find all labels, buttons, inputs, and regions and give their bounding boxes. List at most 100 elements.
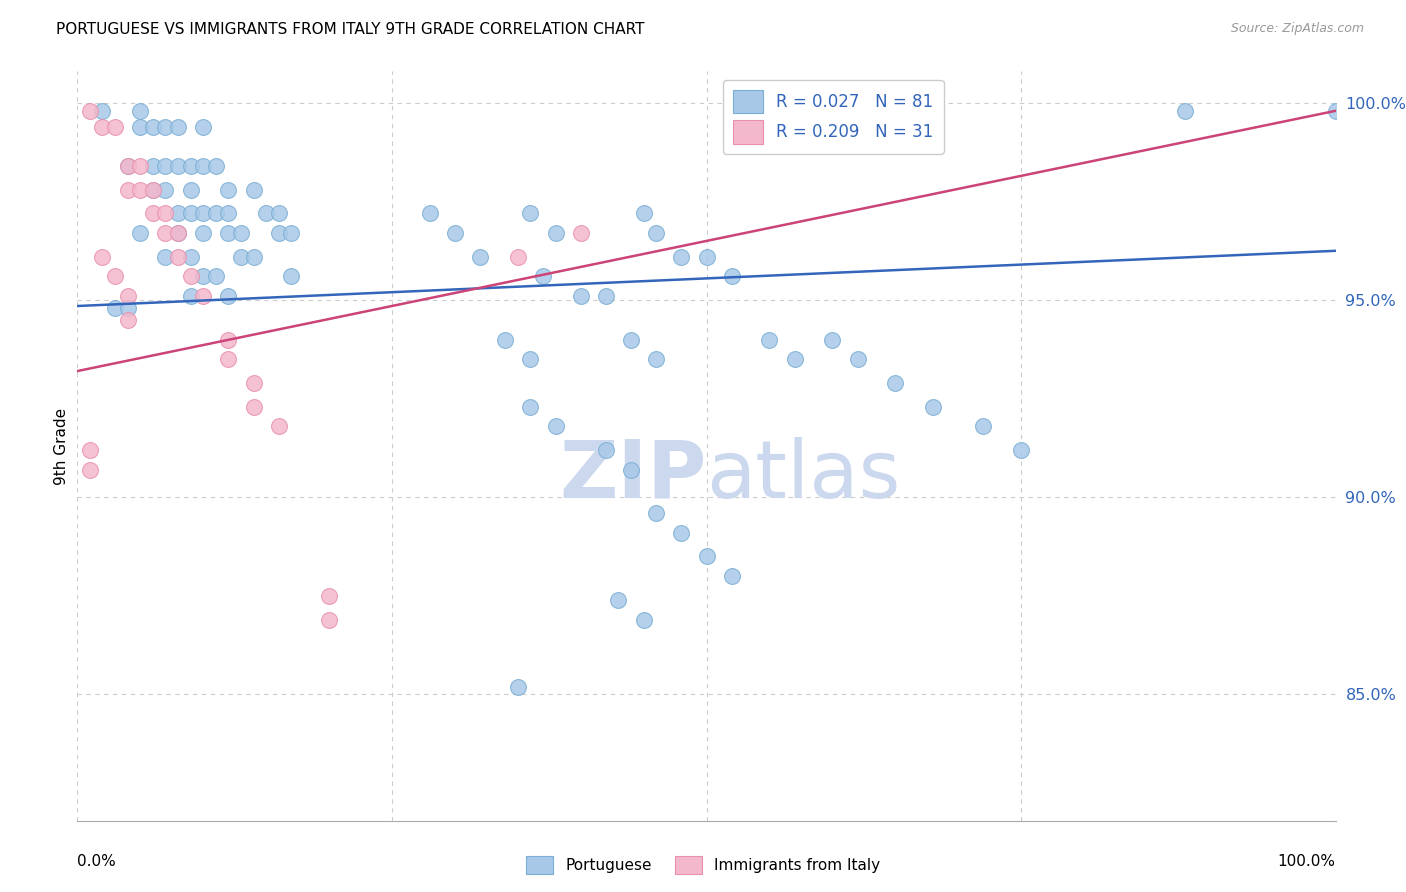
Point: [531, 269, 554, 284]
Point: [444, 226, 467, 240]
Point: [696, 549, 718, 564]
Point: [142, 183, 165, 197]
Text: ZIP: ZIP: [560, 437, 707, 515]
Y-axis label: 9th Grade: 9th Grade: [53, 408, 69, 484]
Point: [217, 352, 239, 367]
Point: [645, 506, 668, 520]
Point: [129, 159, 152, 173]
Point: [167, 120, 190, 134]
Point: [191, 226, 215, 240]
Point: [720, 569, 742, 583]
Point: [620, 463, 643, 477]
Point: [569, 226, 592, 240]
Point: [180, 159, 202, 173]
Point: [595, 289, 617, 303]
Point: [468, 250, 491, 264]
Point: [91, 120, 114, 134]
Point: [104, 301, 127, 315]
Point: [217, 333, 239, 347]
Point: [117, 289, 139, 303]
Point: [142, 183, 165, 197]
Point: [79, 442, 101, 457]
Point: [167, 226, 190, 240]
Point: [280, 226, 302, 240]
Point: [180, 250, 202, 264]
Point: [129, 103, 152, 118]
Point: [142, 120, 165, 134]
Point: [569, 289, 592, 303]
Point: [620, 333, 643, 347]
Point: [242, 183, 264, 197]
Point: [91, 250, 114, 264]
Point: [419, 206, 441, 220]
Legend: R = 0.027   N = 81, R = 0.209   N = 31: R = 0.027 N = 81, R = 0.209 N = 31: [723, 79, 943, 153]
Point: [821, 333, 844, 347]
Point: [191, 269, 215, 284]
Point: [167, 226, 190, 240]
Point: [167, 250, 190, 264]
Point: [129, 120, 152, 134]
Point: [117, 159, 139, 173]
Point: [155, 226, 177, 240]
Point: [519, 206, 541, 220]
Point: [204, 206, 226, 220]
Point: [280, 269, 302, 284]
Point: [155, 250, 177, 264]
Point: [155, 183, 177, 197]
Point: [180, 289, 202, 303]
Point: [544, 226, 567, 240]
Point: [91, 103, 114, 118]
Point: [191, 120, 215, 134]
Point: [607, 592, 630, 607]
Text: PORTUGUESE VS IMMIGRANTS FROM ITALY 9TH GRADE CORRELATION CHART: PORTUGUESE VS IMMIGRANTS FROM ITALY 9TH …: [56, 22, 645, 37]
Point: [633, 613, 655, 627]
Point: [519, 400, 541, 414]
Point: [117, 301, 139, 315]
Point: [671, 525, 693, 540]
Point: [645, 352, 668, 367]
Point: [217, 289, 239, 303]
Point: [167, 159, 190, 173]
Point: [972, 419, 994, 434]
Point: [1174, 103, 1197, 118]
Point: [1010, 442, 1032, 457]
Point: [180, 206, 202, 220]
Point: [884, 376, 907, 390]
Point: [180, 269, 202, 284]
Point: [846, 352, 869, 367]
Point: [318, 589, 340, 603]
Point: [267, 419, 290, 434]
Point: [104, 120, 127, 134]
Point: [595, 442, 617, 457]
Point: [318, 613, 340, 627]
Point: [242, 376, 264, 390]
Point: [506, 680, 529, 694]
Point: [645, 226, 668, 240]
Point: [129, 183, 152, 197]
Point: [117, 313, 139, 327]
Point: [922, 400, 945, 414]
Point: [242, 250, 264, 264]
Point: [267, 226, 290, 240]
Point: [229, 250, 252, 264]
Point: [142, 159, 165, 173]
Point: [191, 289, 215, 303]
Point: [191, 159, 215, 173]
Point: [117, 159, 139, 173]
Text: atlas: atlas: [707, 437, 901, 515]
Point: [544, 419, 567, 434]
Point: [155, 120, 177, 134]
Point: [229, 226, 252, 240]
Point: [155, 206, 177, 220]
Point: [217, 226, 239, 240]
Point: [720, 269, 742, 284]
Point: [242, 400, 264, 414]
Point: [519, 352, 541, 367]
Text: Source: ZipAtlas.com: Source: ZipAtlas.com: [1230, 22, 1364, 36]
Point: [191, 206, 215, 220]
Point: [204, 269, 226, 284]
Point: [254, 206, 277, 220]
Point: [79, 103, 101, 118]
Point: [758, 333, 780, 347]
Point: [155, 159, 177, 173]
